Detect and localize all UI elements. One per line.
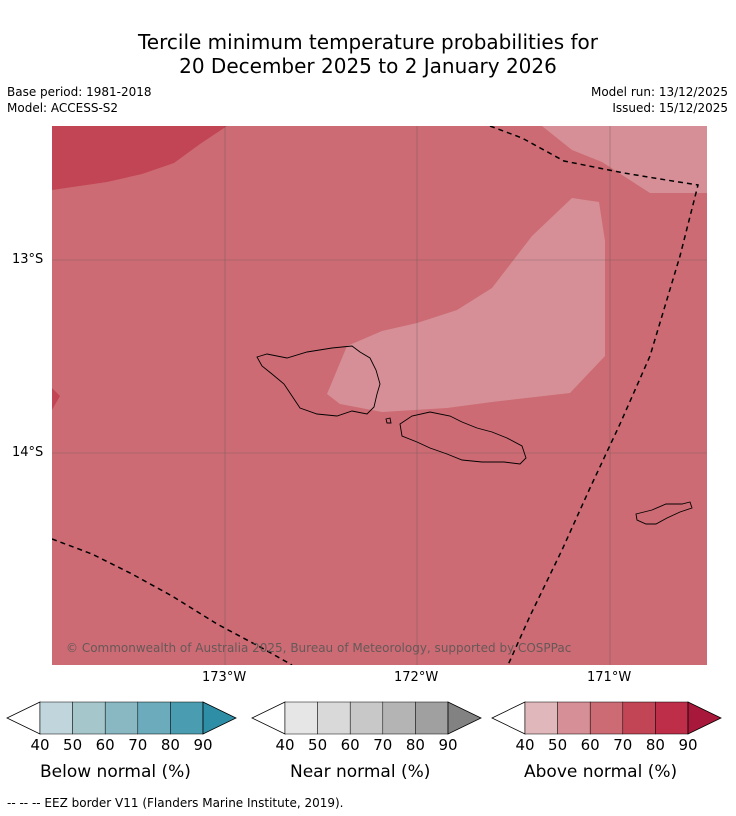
zone-80-west-sliver bbox=[52, 388, 60, 410]
legend-near-colorbar: 40 50 60 70 80 90 bbox=[251, 701, 482, 754]
above-tick-label: 40 bbox=[515, 736, 534, 754]
legend-below-colorbar: 40 50 60 70 80 90 bbox=[6, 701, 237, 754]
near-colorbar-segment bbox=[284, 701, 318, 735]
near-tick-label: 90 bbox=[438, 736, 457, 754]
zone-60-central bbox=[327, 198, 605, 412]
islands bbox=[256, 345, 693, 525]
eez-border-southwest bbox=[52, 538, 293, 665]
near-colorbar-segment bbox=[317, 701, 351, 735]
island-manono bbox=[385, 417, 392, 424]
near-tick-label: 50 bbox=[308, 736, 327, 754]
below-tick-label: 90 bbox=[193, 736, 212, 754]
below-colorbar-segment bbox=[72, 701, 106, 735]
above-tick-label: 60 bbox=[581, 736, 600, 754]
lon-label-173w: 173°W bbox=[202, 670, 247, 685]
below-tick-label: 80 bbox=[161, 736, 180, 754]
near-tick-label: 60 bbox=[341, 736, 360, 754]
above-tick-label: 90 bbox=[678, 736, 697, 754]
meta-right: Model run: 13/12/2025 Issued: 15/12/2025 bbox=[591, 84, 728, 116]
above-tick-label: 50 bbox=[548, 736, 567, 754]
legend-below: 40 50 60 70 80 90 bbox=[6, 698, 238, 754]
title-line-2: 20 December 2025 to 2 January 2026 bbox=[179, 54, 557, 78]
graticule bbox=[52, 126, 707, 665]
legend-near: 40 50 60 70 80 90 bbox=[251, 698, 483, 754]
below-tick-label: 70 bbox=[128, 736, 147, 754]
near-tick-label: 80 bbox=[406, 736, 425, 754]
lon-label-171w: 171°W bbox=[587, 670, 632, 685]
below-tick-label: 40 bbox=[30, 736, 49, 754]
near-colorbar-segment bbox=[415, 701, 449, 735]
eez-footnote: -- -- -- EEZ border V11 (Flanders Marine… bbox=[7, 796, 344, 810]
below-colorbar-upper-extend bbox=[202, 701, 237, 735]
model-name: Model: ACCESS-S2 bbox=[7, 101, 119, 115]
meta-left: Base period: 1981-2018 Model: ACCESS-S2 bbox=[7, 84, 152, 116]
legend-above-title: Above normal (%) bbox=[524, 762, 678, 782]
below-colorbar-segment bbox=[104, 701, 139, 735]
copyright-notice: © Commonwealth of Australia 2025, Bureau… bbox=[66, 641, 572, 655]
near-colorbar-lower-extend bbox=[251, 701, 286, 735]
legend-near-title: Near normal (%) bbox=[290, 762, 431, 782]
near-colorbar-upper-extend bbox=[447, 701, 482, 735]
above-colorbar-lower-extend bbox=[491, 701, 526, 735]
above-colorbar-segment bbox=[557, 701, 591, 735]
above-colorbar-segment bbox=[655, 701, 689, 735]
above-colorbar-upper-extend bbox=[687, 701, 722, 735]
near-colorbar-segment bbox=[382, 701, 416, 735]
below-colorbar-segment bbox=[170, 701, 204, 735]
island-upolu bbox=[399, 411, 527, 465]
zone-80-northwest bbox=[52, 126, 227, 190]
above-colorbar-segment bbox=[524, 701, 558, 735]
below-colorbar-segment bbox=[39, 701, 73, 735]
legend-above-colorbar: 40 50 60 70 80 90 bbox=[491, 701, 722, 754]
lat-label-13s: 13°S bbox=[12, 252, 44, 267]
below-colorbar-segment bbox=[137, 701, 171, 735]
below-tick-label: 50 bbox=[63, 736, 82, 754]
above-colorbar-segment bbox=[622, 701, 656, 735]
model-run: Model run: 13/12/2025 bbox=[590, 85, 728, 99]
chart-title: Tercile minimum temperature probabilitie… bbox=[0, 30, 736, 78]
above-tick-label: 80 bbox=[646, 736, 665, 754]
island-tutuila bbox=[635, 501, 693, 525]
island-savaii bbox=[256, 345, 381, 417]
issued-date: Issued: 15/12/2025 bbox=[612, 101, 728, 115]
legend-above: 40 50 60 70 80 90 bbox=[491, 698, 723, 754]
base-period: Base period: 1981-2018 bbox=[7, 85, 152, 99]
above-tick-label: 70 bbox=[613, 736, 632, 754]
near-tick-label: 40 bbox=[275, 736, 294, 754]
near-colorbar-segment bbox=[349, 701, 384, 735]
below-colorbar-lower-extend bbox=[6, 701, 41, 735]
title-line-1: Tercile minimum temperature probabilitie… bbox=[137, 30, 599, 54]
eez-border-north bbox=[489, 126, 699, 665]
zone-60-northeast bbox=[542, 126, 707, 193]
eez-borders bbox=[52, 126, 699, 665]
lon-label-172w: 172°W bbox=[394, 670, 439, 685]
legend-below-title: Below normal (%) bbox=[40, 762, 191, 782]
probability-map bbox=[52, 126, 707, 665]
near-tick-label: 70 bbox=[373, 736, 392, 754]
lat-label-14s: 14°S bbox=[12, 445, 44, 460]
below-tick-label: 60 bbox=[96, 736, 115, 754]
above-colorbar-segment bbox=[589, 701, 624, 735]
